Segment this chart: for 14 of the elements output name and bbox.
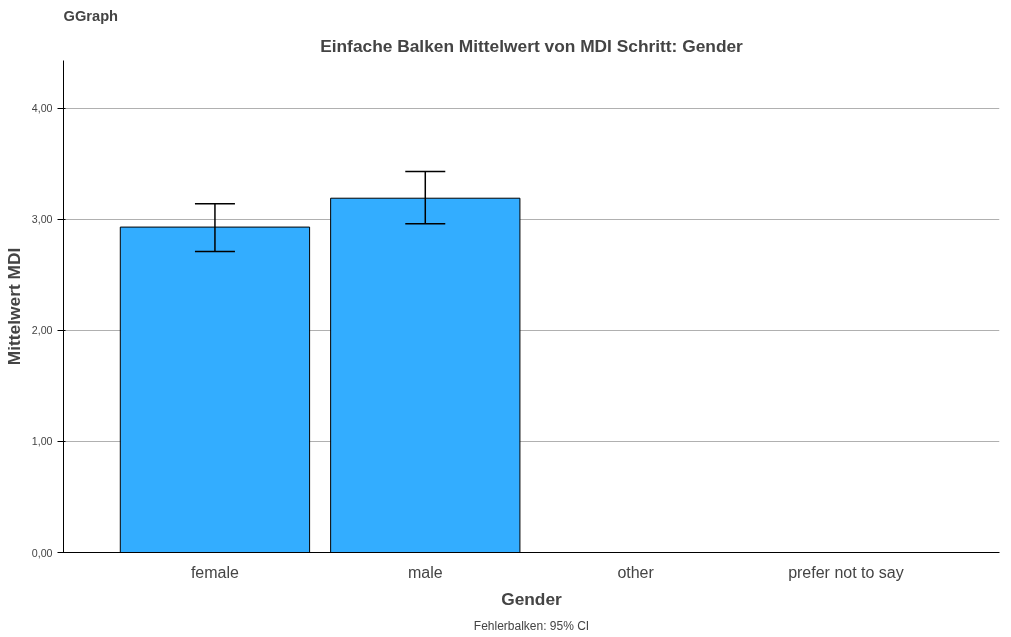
y-tick-label: 3,00 (31, 213, 53, 226)
x-tick-label: other (617, 563, 655, 581)
y-axis-title: Mittelwert MDI (3, 247, 24, 366)
chart-title: Einfache Balken Mittelwert von MDI Schritt: Gender (320, 35, 744, 56)
x-axis-title: Gender (501, 588, 563, 609)
y-tick-label: 4,00 (31, 102, 53, 115)
y-tick-label: 1,00 (31, 435, 53, 448)
text: Fehlerbalken: 95% CI (473, 618, 590, 633)
text: GGraph (63, 7, 119, 24)
x-tick-label: prefer not to say (788, 563, 904, 581)
x-tick-label: female (190, 563, 240, 581)
x-tick-label: male (407, 563, 443, 581)
y-tick-label: 0,00 (31, 546, 53, 559)
y-tick-label: 2,00 (31, 324, 53, 337)
